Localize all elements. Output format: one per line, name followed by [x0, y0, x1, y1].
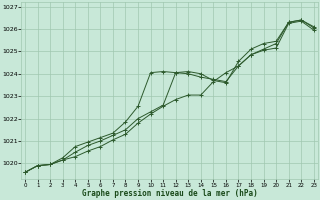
X-axis label: Graphe pression niveau de la mer (hPa): Graphe pression niveau de la mer (hPa) — [82, 189, 257, 198]
